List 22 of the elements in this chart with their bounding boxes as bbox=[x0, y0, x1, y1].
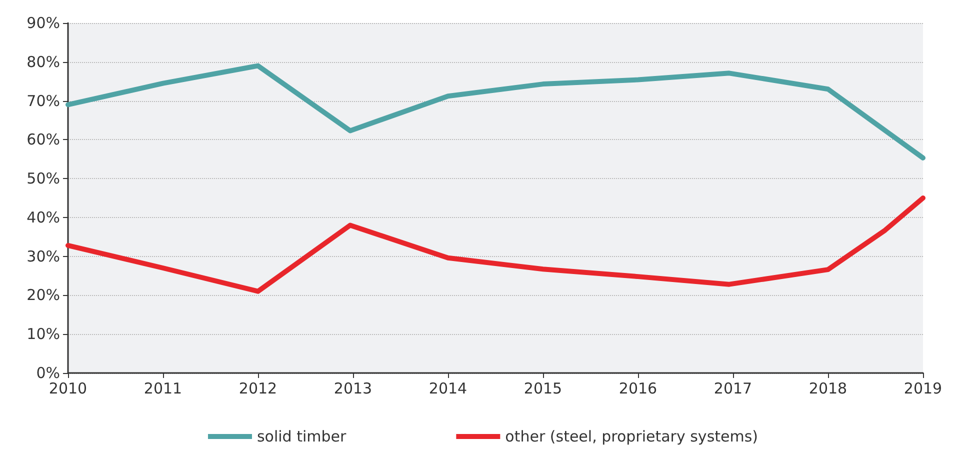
x-tick-label: 2010 bbox=[48, 380, 88, 398]
y-tick-label: 60% bbox=[26, 130, 60, 149]
x-tick-label: 2018 bbox=[808, 380, 848, 398]
y-tick-label: 70% bbox=[26, 92, 60, 110]
x-tick-label: 2013 bbox=[334, 380, 372, 398]
y-tick-label: 80% bbox=[26, 52, 60, 71]
x-tick-label: 2011 bbox=[144, 380, 182, 398]
y-tick-label: 40% bbox=[26, 208, 60, 226]
x-tick-label: 2019 bbox=[904, 380, 942, 398]
y-tick-label: 50% bbox=[26, 170, 60, 188]
x-tick-label: 2014 bbox=[428, 380, 468, 398]
x-tick-label: 2017 bbox=[714, 380, 752, 398]
y-tick-label: 30% bbox=[26, 247, 60, 266]
y-tick-label: 20% bbox=[26, 286, 60, 304]
y-tick-label: 0% bbox=[36, 364, 60, 382]
x-tick-label: 2012 bbox=[238, 380, 278, 398]
legend-label: solid timber bbox=[256, 428, 348, 446]
y-tick-label: 10% bbox=[26, 325, 60, 344]
y-tick-label: 90% bbox=[26, 14, 60, 32]
x-tick-label: 2016 bbox=[618, 380, 658, 398]
x-tick-label: 2015 bbox=[524, 380, 562, 398]
legend-label: other (steel, proprietary systems) bbox=[505, 428, 758, 446]
